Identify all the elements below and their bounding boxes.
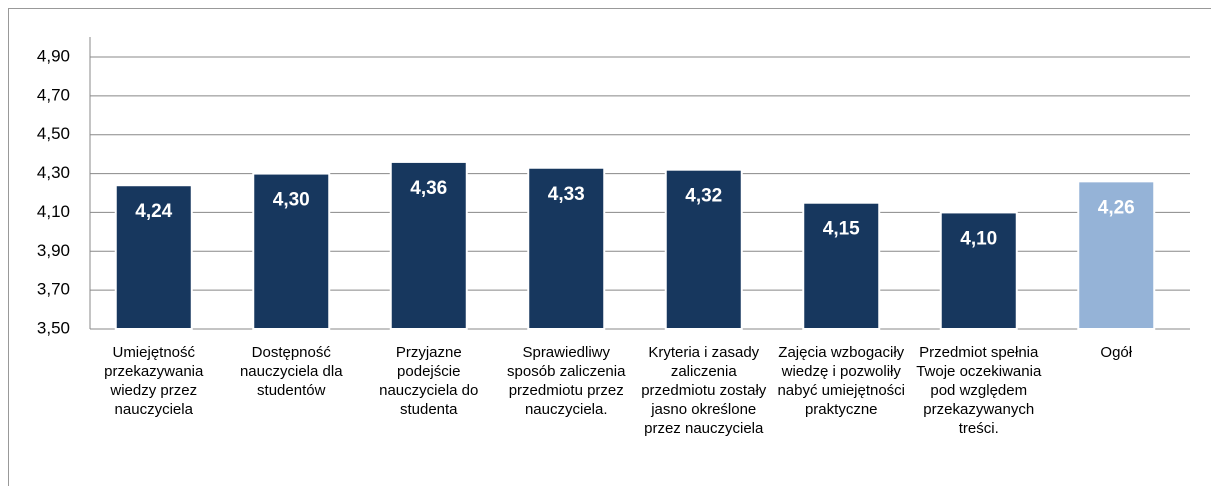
y-tick-label: 4,30 [37, 163, 70, 182]
value-label: 4,10 [960, 228, 997, 249]
bar [664, 168, 743, 330]
x-tick-label: Przyjazne podejście nauczyciela do stude… [379, 344, 479, 418]
bar [802, 201, 881, 330]
bar [939, 211, 1018, 330]
y-tick-label: 3,50 [37, 318, 70, 337]
value-label: 4,26 [1098, 197, 1135, 218]
y-tick-label: 4,70 [37, 85, 70, 104]
frame [8, 8, 1211, 486]
value-label: 4,36 [410, 178, 447, 199]
x-tick-label: Dostępność nauczyciela dla studentów [239, 344, 343, 399]
value-label: 4,30 [273, 190, 310, 211]
x-tick-label: Zajęcia wzbogaciły wiedzę i pozwoliły na… [777, 344, 906, 418]
x-tick-label: Umiejętność przekazywania wiedzy przez n… [104, 344, 204, 418]
x-tick-label: Sprawiedliwy sposób zaliczenia przedmiot… [507, 344, 626, 418]
y-tick-label: 3,70 [37, 280, 70, 299]
value-label: 4,33 [548, 184, 585, 205]
bar [527, 166, 606, 330]
value-label: 4,15 [823, 219, 860, 240]
value-label: 4,32 [685, 186, 722, 207]
value-label: 4,24 [135, 201, 172, 222]
y-tick-label: 4,50 [37, 124, 70, 143]
bar [1077, 180, 1156, 330]
x-tick-label: Kryteria i zasady zaliczenia przedmiotu … [641, 344, 767, 437]
x-tick-label: Przedmiot spełnia Twoje oczekiwania pod … [916, 344, 1042, 437]
y-tick-label: 4,10 [37, 202, 70, 221]
bar [252, 172, 331, 330]
y-tick-label: 4,90 [37, 46, 70, 65]
y-tick-label: 3,90 [37, 241, 70, 260]
bar [114, 184, 193, 330]
x-tick-label: Ogół [1100, 344, 1133, 361]
bar [389, 160, 468, 330]
